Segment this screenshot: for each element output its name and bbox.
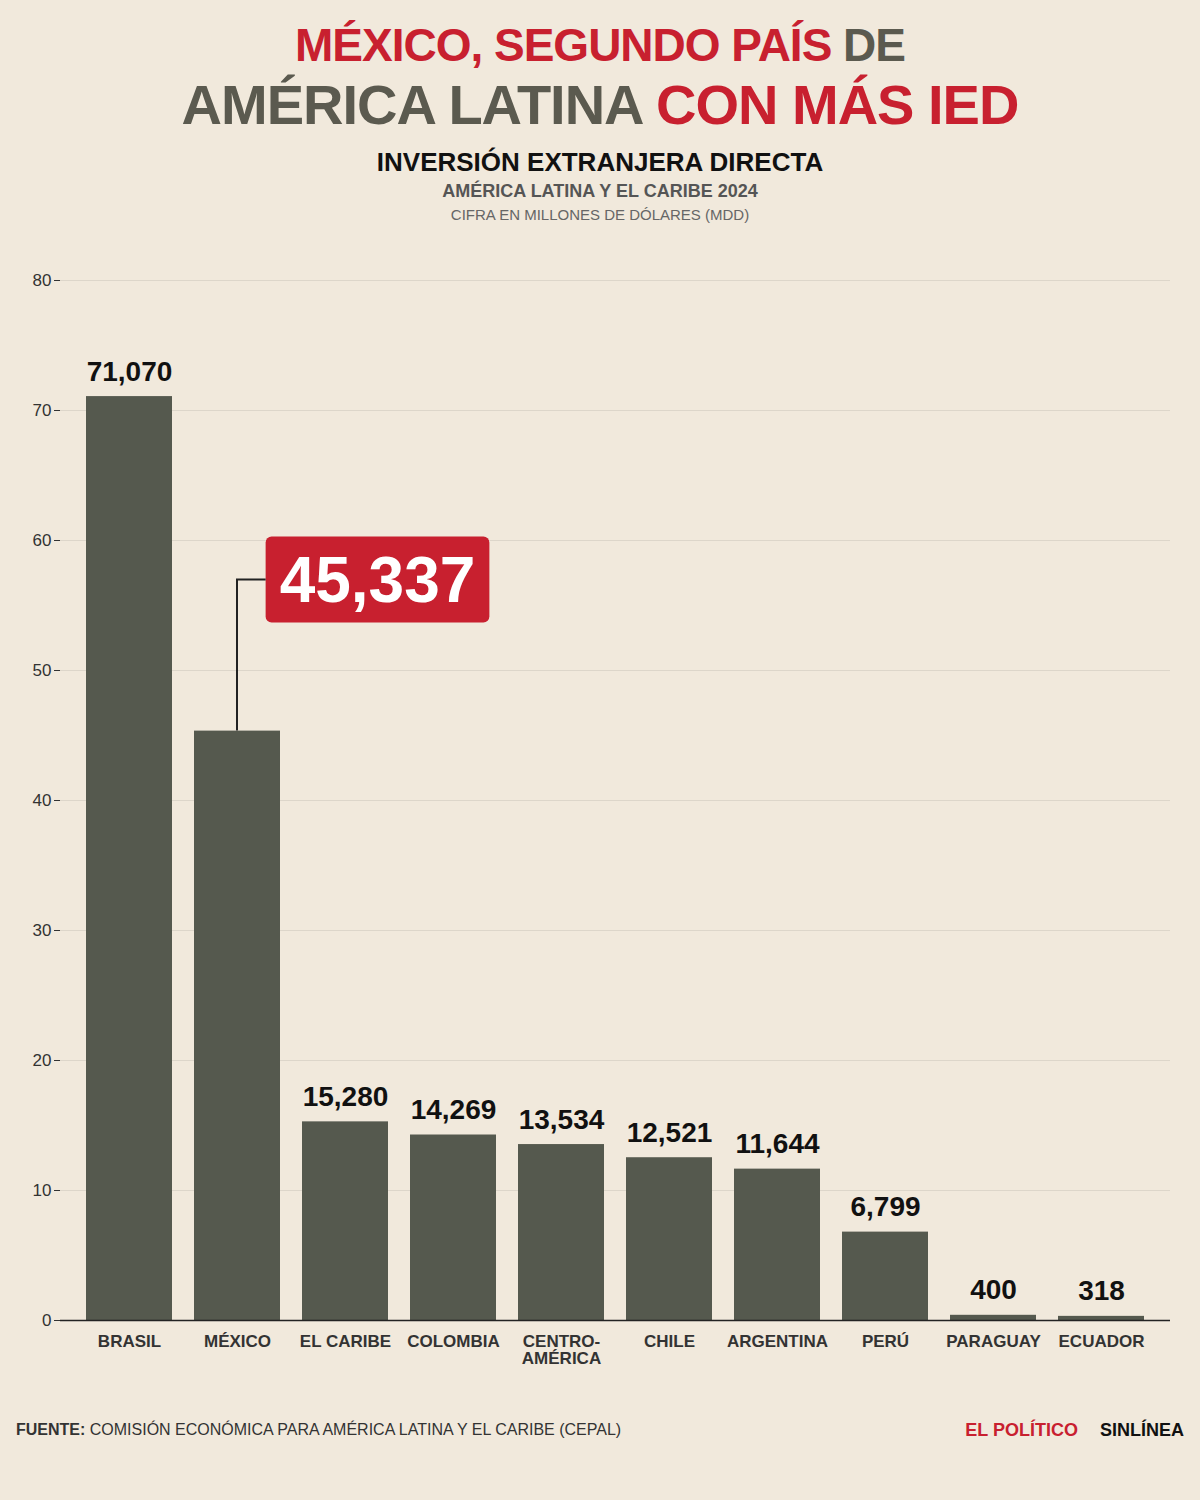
svg-text:40: 40 <box>33 791 52 810</box>
svg-text:COLOMBIA: COLOMBIA <box>407 1332 500 1351</box>
html-text:INVERSIÓN EXTRANJERA DIRECTA: INVERSIÓN EXTRANJERA DIRECTA <box>376 147 824 177</box>
svg-text:10: 10 <box>33 1181 52 1200</box>
svg-text:ECUADOR: ECUADOR <box>1059 1332 1145 1351</box>
html-text:CIFRA EN MILLONES DE DÓLARES (: CIFRA EN MILLONES DE DÓLARES (MDD) <box>450 206 750 223</box>
html-text:AMÉRICA LATINA CON MÁS IED: AMÉRICA LATINA CON MÁS IED <box>181 73 1019 136</box>
svg-text:14,269: 14,269 <box>411 1094 497 1125</box>
svg-text:ARGENTINA: ARGENTINA <box>727 1332 828 1351</box>
svg-text:BRASIL: BRASIL <box>98 1332 161 1351</box>
svg-text:400: 400 <box>970 1274 1017 1305</box>
svg-text:EL CARIBE: EL CARIBE <box>300 1332 391 1351</box>
html-text:EL POLÍTICO: EL POLÍTICO <box>965 1419 1078 1440</box>
svg-text:MÉXICO: MÉXICO <box>204 1332 271 1351</box>
html-text:SINLÍNEA: SINLÍNEA <box>1100 1419 1184 1440</box>
svg-text:45,337: 45,337 <box>280 544 476 616</box>
svg-text:6,799: 6,799 <box>850 1191 920 1222</box>
svg-text:318: 318 <box>1078 1275 1125 1306</box>
svg-text:60: 60 <box>33 531 52 550</box>
html-text:AMÉRICA LATINA Y EL CARIBE 202: AMÉRICA LATINA Y EL CARIBE 2024 <box>442 181 758 201</box>
svg-text:50: 50 <box>33 661 52 680</box>
svg-text:PARAGUAY: PARAGUAY <box>946 1332 1041 1351</box>
svg-text:11,644: 11,644 <box>735 1128 820 1159</box>
svg-text:15,280: 15,280 <box>303 1081 389 1112</box>
svg-text:13,534: 13,534 <box>519 1104 605 1135</box>
svg-text:CHILE: CHILE <box>644 1332 695 1351</box>
svg-text:20: 20 <box>33 1051 52 1070</box>
svg-text:CENTRO-AMÉRICA: CENTRO-AMÉRICA <box>522 1332 601 1368</box>
svg-text:71,070: 71,070 <box>87 356 173 387</box>
svg-text:80: 80 <box>33 271 52 290</box>
svg-text:0: 0 <box>42 1311 51 1330</box>
svg-text:70: 70 <box>33 401 52 420</box>
svg-text:PERÚ: PERÚ <box>862 1332 909 1351</box>
svg-text:12,521: 12,521 <box>627 1117 713 1148</box>
html-text:MÉXICO, SEGUNDO PAÍS DE: MÉXICO, SEGUNDO PAÍS DE <box>295 19 905 71</box>
svg-text:30: 30 <box>33 921 52 940</box>
html-text:FUENTE: COMISIÓN ECONÓMICA PAR: FUENTE: COMISIÓN ECONÓMICA PARA AMÉRICA … <box>16 1421 622 1438</box>
